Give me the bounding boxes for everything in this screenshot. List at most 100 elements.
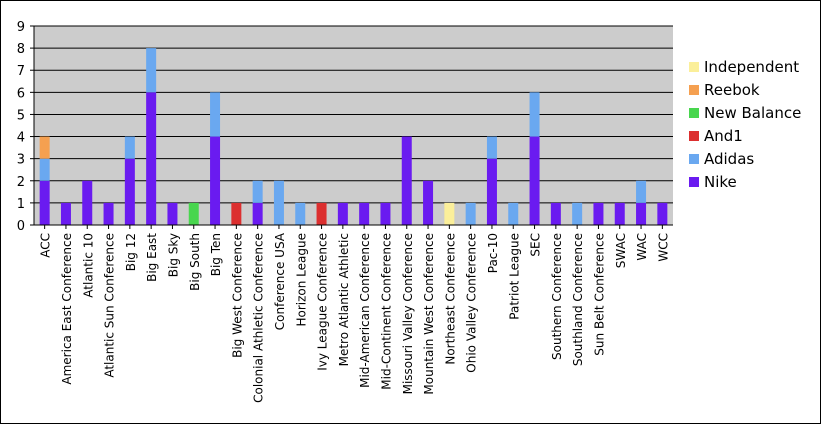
legend-item-and1: And1 <box>689 126 743 146</box>
x-tick-label: SEC <box>529 233 543 257</box>
y-tick-label: 1 <box>17 197 25 212</box>
x-tick-label: Sun Belt Conference <box>592 233 606 356</box>
bar-nike <box>359 202 370 225</box>
y-tick-label: 6 <box>17 86 25 101</box>
legend-swatch <box>689 62 699 72</box>
x-tick-label: Big South <box>188 233 202 291</box>
x-tick-label: Northeast Conference <box>443 233 457 365</box>
legend-label: Adidas <box>704 150 755 168</box>
bar-nike <box>657 202 668 225</box>
legend-item-adidas: Adidas <box>689 149 754 169</box>
plot-area <box>34 26 673 225</box>
x-tick-label: WAC <box>635 233 649 261</box>
bar-nike <box>252 202 263 225</box>
bar-and1 <box>231 202 242 225</box>
bar-nike <box>593 202 604 225</box>
bar-nike <box>550 202 561 225</box>
legend-label: Nike <box>704 173 737 191</box>
x-tick-label: Mountain West Conference <box>422 233 436 395</box>
y-tick-label: 2 <box>17 175 25 190</box>
legend-item-reebok: Reebok <box>689 80 760 100</box>
bar-adidas <box>636 180 647 203</box>
bar-nike <box>486 158 497 225</box>
x-tick-label: Metro Atlantic Athletic <box>337 233 351 366</box>
x-tick-label: Ohio Valley Conference <box>465 233 479 373</box>
bar-nike <box>39 180 50 225</box>
x-tick-label: ACC <box>39 233 53 258</box>
bar-adidas <box>273 180 284 225</box>
legend-swatch <box>689 177 699 187</box>
bar-nike <box>146 92 157 225</box>
bar-nike <box>337 202 348 225</box>
legend-swatch <box>689 108 699 118</box>
bar-nike <box>124 158 135 225</box>
bar-adidas <box>508 202 519 225</box>
x-tick-label: Big East <box>145 233 159 282</box>
legend-swatch <box>689 154 699 164</box>
x-tick-label: Patriot League <box>507 233 521 320</box>
x-tick-label: Big West Conference <box>230 233 244 358</box>
bar-nike <box>529 136 540 225</box>
bar-reebok <box>39 136 50 159</box>
x-tick-label: Atlantic Sun Conference <box>103 233 117 378</box>
bar-nike <box>103 202 114 225</box>
bar-adidas <box>39 158 50 181</box>
x-tick-label: Pac-10 <box>486 233 500 273</box>
bar-nike <box>380 202 391 225</box>
y-tick-label: 3 <box>17 153 25 168</box>
x-tick-label: WCC <box>656 233 670 262</box>
bar-adidas <box>486 136 497 159</box>
legend-swatch <box>689 85 699 95</box>
x-tick-label: Conference USA <box>273 232 287 330</box>
bar-and1 <box>316 202 327 225</box>
legend-label: And1 <box>704 127 743 145</box>
y-tick-label: 5 <box>17 108 25 123</box>
legend-item-nike: Nike <box>689 172 737 192</box>
x-tick-label: Mid-Continent Conference <box>379 233 393 390</box>
x-tick-label: Horizon League <box>294 233 308 327</box>
x-tick-label: Big Sky <box>166 233 180 277</box>
legend-item-independent: Independent <box>689 57 799 77</box>
bar-new-balance <box>188 202 199 225</box>
x-tick-label: Missouri Valley Conference <box>401 233 415 394</box>
bar-adidas <box>465 202 476 225</box>
bar-nike <box>210 136 221 225</box>
legend-label: Independent <box>704 58 800 76</box>
bar-adidas <box>295 202 306 225</box>
legend-item-new-balance: New Balance <box>689 103 801 123</box>
bar-nike <box>636 202 647 225</box>
y-tick-label: 7 <box>17 64 25 79</box>
bar-nike <box>401 136 412 225</box>
legend-label: New Balance <box>704 104 802 122</box>
y-tick-label: 9 <box>17 20 25 35</box>
bar-nike <box>423 180 434 225</box>
bar-nike <box>82 180 93 225</box>
legend-label: Reebok <box>704 81 760 99</box>
x-tick-label: Big Ten <box>209 233 223 276</box>
x-tick-label: Atlantic 10 <box>81 233 95 298</box>
y-tick-label: 4 <box>17 131 25 146</box>
x-tick-label: Big 12 <box>124 233 138 271</box>
legend-swatch <box>689 131 699 141</box>
x-tick-label: America East Conference <box>60 233 74 385</box>
bar-independent <box>444 202 455 225</box>
bar-nike <box>167 202 178 225</box>
y-tick-label: 0 <box>17 219 25 234</box>
bar-adidas <box>252 180 263 203</box>
bar-nike <box>60 202 71 225</box>
bar-nike <box>614 202 625 225</box>
x-tick-label: Southern Conference <box>550 233 564 360</box>
bar-adidas <box>124 136 135 159</box>
bar-adidas <box>210 92 221 137</box>
bar-adidas <box>529 92 540 137</box>
x-tick-label: Southland Conference <box>571 233 585 366</box>
x-tick-label: SWAC <box>614 233 628 268</box>
bar-adidas <box>572 202 583 225</box>
y-tick-label: 8 <box>17 42 25 57</box>
x-tick-label: Colonial Athletic Conference <box>252 233 266 403</box>
x-tick-label: Ivy League Conference <box>316 233 330 371</box>
bar-adidas <box>146 48 157 93</box>
x-tick-label: Mid-American Conference <box>358 233 372 388</box>
